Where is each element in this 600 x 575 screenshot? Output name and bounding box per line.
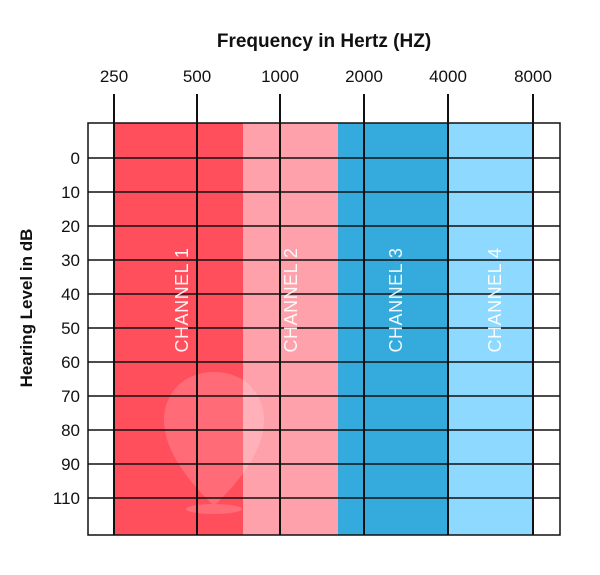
y-tick-label: 30 bbox=[61, 251, 80, 270]
y-tick-label: 70 bbox=[61, 387, 80, 406]
y-tick-label: 0 bbox=[71, 149, 80, 168]
y-tick-label: 90 bbox=[61, 455, 80, 474]
location-pin-icon bbox=[164, 372, 264, 506]
channel-label-4: CHANNEL 4 bbox=[485, 248, 505, 353]
y-tick-label: 10 bbox=[61, 183, 80, 202]
x-tick-label: 1000 bbox=[261, 67, 299, 86]
y-tick-label: 20 bbox=[61, 217, 80, 236]
y-axis-label: Hearing Level in dB bbox=[17, 229, 36, 388]
x-tick-label: 250 bbox=[100, 67, 128, 86]
x-tick-label: 2000 bbox=[345, 67, 383, 86]
x-tick-label: 500 bbox=[183, 67, 211, 86]
chart-title: Frequency in Hertz (HZ) bbox=[217, 31, 431, 52]
channel-label-2: CHANNEL 2 bbox=[281, 248, 301, 353]
y-tick-label: 50 bbox=[61, 319, 80, 338]
channel-label-1: CHANNEL 1 bbox=[172, 248, 192, 353]
y-tick-label: 80 bbox=[61, 421, 80, 440]
y-tick-label: 110 bbox=[53, 489, 80, 508]
x-tick-label: 8000 bbox=[514, 67, 552, 86]
channel-label-3: CHANNEL 3 bbox=[386, 248, 406, 353]
x-tick-label: 4000 bbox=[429, 67, 467, 86]
plot-border bbox=[87, 122, 561, 536]
y-tick-label: 40 bbox=[61, 285, 80, 304]
y-tick-label: 60 bbox=[61, 353, 80, 372]
